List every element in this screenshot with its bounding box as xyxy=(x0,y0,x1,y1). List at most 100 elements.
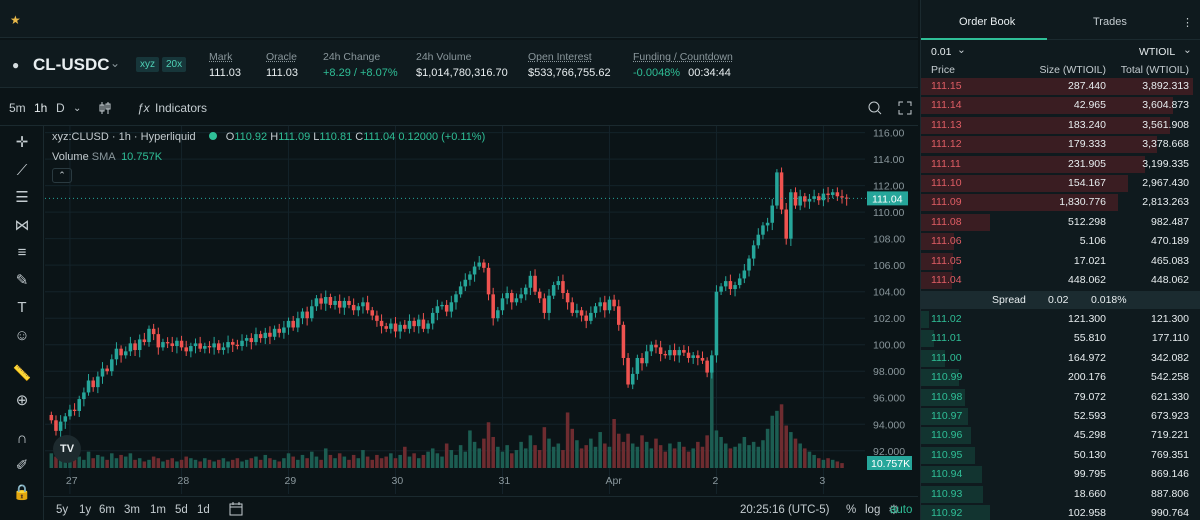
ask-row[interactable]: 111.05 17.021 465.083 xyxy=(921,252,1200,271)
interval-1h[interactable]: 1h xyxy=(34,101,48,115)
brush-icon[interactable]: ✎ xyxy=(15,272,29,289)
interval-chevron-icon[interactable]: ⌄ xyxy=(73,103,82,114)
chevron-down-icon[interactable]: ⌄ xyxy=(110,56,121,70)
tick-chevron-icon[interactable]: ⌄ xyxy=(957,44,966,56)
pattern-icon[interactable]: ⋈ xyxy=(14,217,30,234)
bid-price: 110.97 xyxy=(931,410,963,422)
range-1y[interactable]: 1y xyxy=(79,504,92,516)
bid-row[interactable]: 111.01 55.810 177.110 xyxy=(921,329,1200,348)
bid-row[interactable]: 110.94 99.795 869.146 xyxy=(921,465,1200,484)
volume-bar xyxy=(123,456,128,468)
ask-row[interactable]: 111.13 183.240 3,561.908 xyxy=(921,116,1200,135)
date-range-icon[interactable] xyxy=(229,502,243,519)
candle-body xyxy=(240,340,244,347)
volume-bar xyxy=(472,441,477,468)
favorite-star-icon[interactable]: ★ xyxy=(10,13,21,27)
chart-type-candles-icon[interactable] xyxy=(98,101,112,118)
candle-body xyxy=(779,172,784,210)
magnet-icon[interactable]: ∩ xyxy=(16,430,28,447)
unit-select[interactable]: WTIOIL xyxy=(1139,46,1176,58)
ask-row[interactable]: 111.06 5.106 470.189 xyxy=(921,232,1200,251)
trendline-icon[interactable]: ⟋ xyxy=(16,162,28,179)
volume-bar xyxy=(82,459,86,468)
range-3m[interactable]: 3m xyxy=(124,504,140,516)
ask-row[interactable]: 111.04 448.062 448.062 xyxy=(921,271,1200,290)
price-chart[interactable]: 116.00 114.00 112.00 110.00 108.00 106.00 104.… xyxy=(0,90,918,520)
bid-row[interactable]: 110.96 45.298 719.221 xyxy=(921,426,1200,445)
ask-total: 3,561.908 xyxy=(1142,118,1189,131)
volume-bar xyxy=(268,458,272,468)
log-toggle[interactable]: log xyxy=(865,504,881,516)
volume-bar xyxy=(314,456,319,468)
bid-price: 110.93 xyxy=(931,487,963,500)
tradingview-logo[interactable]: TV xyxy=(53,435,81,463)
candle-body xyxy=(472,266,477,275)
screenshot-icon[interactable] xyxy=(868,101,882,118)
bid-row[interactable]: 111.02 121.300 121.300 xyxy=(921,310,1200,329)
fullscreen-icon[interactable] xyxy=(898,101,912,118)
bid-row[interactable]: 111.00 164.972 342.082 xyxy=(921,349,1200,368)
bid-depth-bar xyxy=(921,330,934,348)
y-tick-label: 98.000 xyxy=(873,366,905,378)
range-5y[interactable]: 5y xyxy=(56,504,69,516)
volume-bar xyxy=(519,441,523,468)
horizontal-lines-icon[interactable]: ☰ xyxy=(15,189,29,206)
volume-bar xyxy=(733,446,737,468)
bid-row[interactable]: 110.97 52.593 673.923 xyxy=(921,407,1200,426)
range-1d[interactable]: 1d xyxy=(197,504,210,516)
bid-row[interactable]: 110.98 79.072 621.330 xyxy=(921,388,1200,407)
lock-drawing-icon[interactable]: ✐ xyxy=(15,457,29,474)
bid-row[interactable]: 110.92 102.958 990.764 xyxy=(921,504,1200,520)
candle-body xyxy=(342,300,347,308)
range-5d[interactable]: 5d xyxy=(175,504,188,516)
candle-body xyxy=(384,326,388,329)
fib-icon[interactable]: ≡ xyxy=(17,244,27,261)
bid-size: 164.972 xyxy=(1068,351,1106,364)
symbol-selector[interactable]: CL-USDC xyxy=(33,55,110,74)
bid-depth-bar xyxy=(921,446,975,464)
volume-bar xyxy=(203,458,207,468)
crosshair-icon[interactable]: ✛ xyxy=(15,134,29,151)
chart-settings-icon[interactable]: ⚙ xyxy=(888,503,900,518)
percent-toggle[interactable]: % xyxy=(846,504,857,516)
zoom-in-icon[interactable]: ⊕ xyxy=(15,392,29,409)
ask-row[interactable]: 111.10 154.167 2,967.430 xyxy=(921,174,1200,193)
ruler-icon[interactable]: 📏 xyxy=(12,365,32,382)
ask-row[interactable]: 111.15 287.440 3,892.313 xyxy=(921,77,1200,96)
tab-order-book[interactable]: Order Book xyxy=(959,16,1016,28)
volume-bar xyxy=(551,446,556,468)
ask-row[interactable]: 111.14 42.965 3,604.873 xyxy=(921,96,1200,115)
range-1m[interactable]: 1m xyxy=(150,504,166,516)
auto-toggle[interactable]: auto xyxy=(890,504,913,516)
text-icon[interactable]: T xyxy=(17,299,27,316)
ask-row[interactable]: 111.08 512.298 982.487 xyxy=(921,213,1200,232)
emoji-icon[interactable]: ☺ xyxy=(14,327,30,344)
bid-size: 45.298 xyxy=(1073,429,1106,442)
range-6m[interactable]: 6m xyxy=(99,504,115,516)
bid-row[interactable]: 110.93 18.660 887.806 xyxy=(921,485,1200,504)
bid-row[interactable]: 110.95 50.130 769.351 xyxy=(921,446,1200,465)
bid-row[interactable]: 110.99 200.176 542.258 xyxy=(921,368,1200,387)
candle-body xyxy=(68,409,72,417)
indicators-fx-icon[interactable]: ƒx xyxy=(137,101,150,115)
interval-5m[interactable]: 5m xyxy=(9,101,26,115)
volume-bar xyxy=(258,459,263,468)
interval-d[interactable]: D xyxy=(56,101,65,115)
ask-row[interactable]: 111.09 1,830.776 2,813.263 xyxy=(921,193,1200,212)
more-options-icon[interactable]: ⋮ xyxy=(1182,17,1193,29)
timezone-clock[interactable]: 20:25:16 (UTC-5) xyxy=(740,504,830,516)
bid-total: 177.110 xyxy=(1151,332,1189,345)
dex-badge: xyz xyxy=(136,57,159,72)
ask-row[interactable]: 111.11 231.905 3,199.335 xyxy=(921,155,1200,174)
ask-row[interactable]: 111.12 179.333 3,378.668 xyxy=(921,135,1200,154)
collapse-legend-button[interactable]: ⌃ xyxy=(52,168,72,183)
lock-icon[interactable]: 🔒 xyxy=(12,484,32,501)
indicators-button[interactable]: Indicators xyxy=(155,101,208,115)
volume-bar xyxy=(440,456,444,468)
volume-bar xyxy=(100,456,105,468)
unit-chevron-icon[interactable]: ⌄ xyxy=(1183,44,1192,56)
volume-bar xyxy=(58,459,63,468)
candle-body xyxy=(296,318,300,328)
tab-trades[interactable]: Trades xyxy=(1093,16,1127,28)
tick-size-select[interactable]: 0.01 xyxy=(931,46,952,58)
